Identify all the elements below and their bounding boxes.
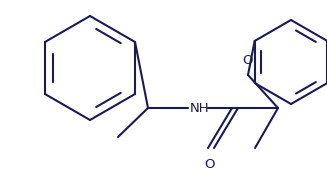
Text: NH: NH [190, 102, 210, 115]
Text: O: O [243, 54, 253, 67]
Text: O: O [205, 158, 215, 171]
